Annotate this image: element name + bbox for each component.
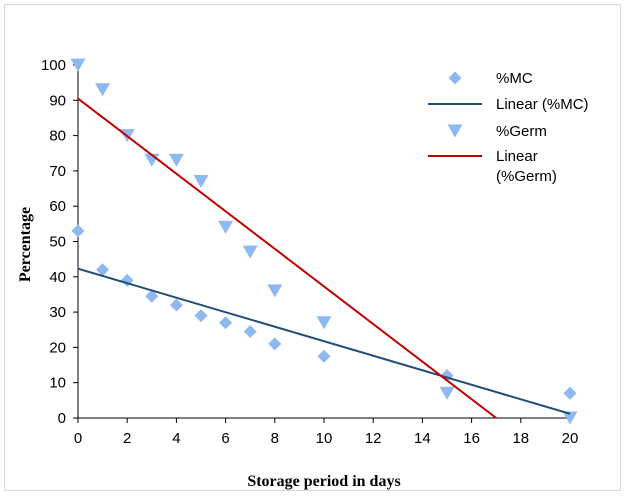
germ-point (168, 153, 184, 167)
x-tick-label: 20 (562, 430, 579, 447)
y-tick-label: 70 (49, 163, 66, 180)
germ-point (193, 174, 209, 188)
y-tick-labels: 0 10 20 30 40 50 60 70 80 90 100 (41, 57, 78, 427)
mc-point (219, 316, 233, 330)
legend-item: %Germ (447, 123, 547, 140)
x-tick-label: 14 (414, 430, 431, 447)
y-tick-label: 90 (49, 92, 66, 109)
germ-point (242, 245, 258, 259)
legend-item: Linear (%Germ) (428, 148, 557, 185)
series-2-points (70, 58, 578, 425)
mc-point (96, 263, 110, 277)
germ-point (70, 58, 86, 72)
y-tick-label: 40 (49, 269, 66, 286)
mc-point (71, 224, 85, 238)
legend-label: %MC (496, 70, 533, 87)
y-axis-title: Percentage (17, 207, 34, 282)
y-tick-label: 10 (49, 375, 66, 392)
mc-point (317, 349, 331, 363)
legend-marker-diamond-icon (448, 71, 462, 85)
germ-point (439, 386, 455, 400)
x-tick-label: 0 (74, 430, 82, 447)
germ-point (218, 220, 234, 234)
legend-marker-triangle-icon (447, 124, 463, 138)
x-tick-label: 10 (316, 430, 333, 447)
mc-point (268, 337, 282, 351)
x-tick-label: 6 (221, 430, 229, 447)
y-tick-label: 100 (41, 57, 66, 74)
trendline-1 (77, 267, 571, 415)
plot-area (70, 58, 578, 425)
y-tick-label: 20 (49, 339, 66, 356)
x-axis-title: Storage period in days (247, 473, 400, 490)
x-tick-label: 12 (365, 430, 382, 447)
x-tick-label: 2 (123, 430, 131, 447)
mc-point (243, 325, 257, 339)
germ-point (562, 411, 578, 425)
y-tick-label: 0 (58, 410, 66, 427)
y-tick-label: 50 (49, 234, 66, 251)
legend-label: Linear (%MC) (496, 96, 589, 113)
y-tick-label: 80 (49, 128, 66, 145)
x-tick-label: 8 (271, 430, 279, 447)
legend-item: Linear (%MC) (428, 96, 589, 113)
x-tick-label: 18 (512, 430, 529, 447)
germ-point (316, 316, 332, 330)
legend-item: %MC (448, 70, 533, 87)
germ-point (267, 284, 283, 298)
y-tick-label: 30 (49, 304, 66, 321)
legend: %MC Linear (%MC) %Germ Linear (%Germ) (428, 70, 589, 185)
trendline-3 (77, 97, 497, 419)
mc-point (194, 309, 208, 323)
legend-label: Linear (%Germ) (496, 148, 557, 185)
germ-point (95, 83, 111, 97)
x-tick-labels: 0 2 4 6 8 10 12 14 16 18 20 (74, 418, 579, 447)
x-tick-label: 4 (172, 430, 180, 447)
axes (77, 65, 570, 419)
mc-point (563, 386, 577, 400)
mc-point (169, 298, 183, 312)
legend-label: %Germ (496, 123, 547, 140)
series-0-points (71, 224, 577, 400)
x-tick-label: 16 (463, 430, 480, 447)
y-tick-label: 60 (49, 198, 66, 215)
mc-point (145, 289, 159, 303)
